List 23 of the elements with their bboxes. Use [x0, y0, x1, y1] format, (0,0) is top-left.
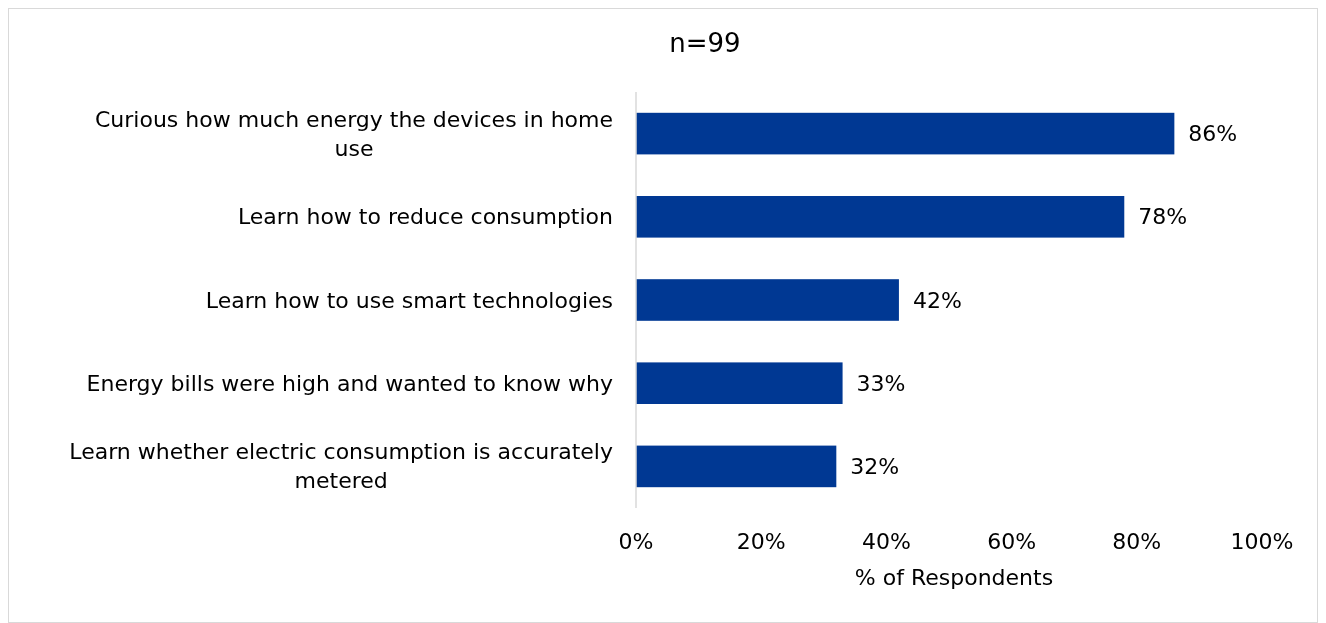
x-tick-label: 100% [1230, 528, 1294, 554]
data-label: 86% [1188, 121, 1238, 147]
data-label: 32% [850, 453, 900, 479]
data-label: 78% [1138, 204, 1188, 230]
bar [636, 279, 899, 321]
data-label: 42% [912, 287, 962, 313]
x-tick-label: 0% [618, 528, 654, 554]
bar [636, 112, 1175, 155]
y-tick-label: Learn how to use smart technologies [205, 287, 613, 313]
y-tick-label: Learn how to reduce consumption [237, 204, 613, 230]
x-tick-label: 80% [1112, 528, 1162, 554]
y-tick-label: Learn whether electric consumption is accurately metered [69, 439, 613, 494]
bar [636, 445, 837, 488]
data-label: 33% [856, 370, 906, 396]
y-tick-label: Energy bills were high and wanted to know why [86, 370, 613, 396]
x-tick-label: 60% [987, 528, 1037, 554]
bar [636, 196, 1125, 238]
chart-title: n=99 [669, 28, 741, 58]
x-tick-label: 20% [736, 528, 786, 554]
x-axis-title: % of Respondents [854, 564, 1054, 590]
x-tick-label: 40% [861, 528, 911, 554]
bar [636, 362, 843, 404]
y-tick-label: Curious how much energy the devices in home use [95, 106, 613, 161]
